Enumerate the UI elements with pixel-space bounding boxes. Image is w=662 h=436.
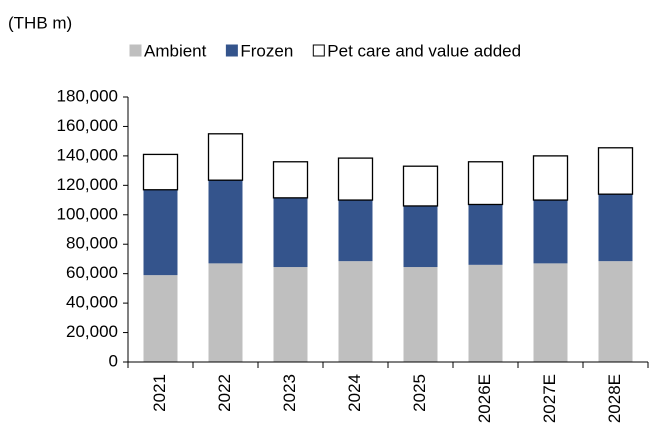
y-tick-label: 0	[109, 351, 118, 370]
x-tick-label: 2022	[215, 374, 234, 412]
bar-segment	[207, 133, 244, 181]
y-tick-label: 40,000	[66, 293, 118, 312]
bar-segment	[338, 200, 373, 262]
bar-segment	[273, 197, 308, 268]
x-tick-label: 2024	[345, 374, 364, 412]
y-tick-label: 120,000	[57, 175, 118, 194]
x-tick-label: 2027E	[540, 374, 559, 423]
bar-segment	[143, 189, 178, 276]
legend-label: Ambient	[144, 41, 207, 60]
y-tick-label: 180,000	[57, 86, 118, 105]
y-tick-label: 20,000	[66, 322, 118, 341]
bar-segment	[468, 204, 503, 265]
y-tick-label: 60,000	[66, 263, 118, 282]
x-tick-label: 2026E	[475, 374, 494, 423]
bar-segment	[533, 200, 568, 264]
bar-segment	[402, 165, 439, 207]
bar-segment	[468, 264, 503, 362]
bar-segment	[403, 205, 438, 268]
bar-segment	[142, 153, 179, 191]
y-tick-label: 160,000	[57, 116, 118, 135]
bar-segment	[598, 261, 633, 362]
bar-segment	[208, 263, 243, 362]
y-tick-label: 140,000	[57, 145, 118, 164]
bar-segment	[598, 194, 633, 262]
bar-segment	[533, 263, 568, 362]
bar-segment	[337, 157, 374, 201]
x-tick-label: 2023	[280, 374, 299, 412]
x-tick-label: 2025	[410, 374, 429, 412]
bar-segment	[272, 161, 309, 199]
unit-label: (THB m)	[8, 13, 72, 32]
y-tick-label: 80,000	[66, 234, 118, 253]
y-tick-label: 100,000	[57, 204, 118, 223]
bar-segment	[338, 261, 373, 362]
legend-label: Pet care and value added	[327, 41, 521, 60]
legend-swatch	[312, 44, 325, 57]
bar-segment	[403, 267, 438, 362]
bar-segment	[273, 267, 308, 362]
bar-segment	[143, 275, 178, 362]
x-tick-label: 2021	[150, 374, 169, 412]
bar-segment	[597, 147, 634, 195]
legend-swatch	[225, 44, 238, 57]
legend-label: Frozen	[240, 41, 293, 60]
x-tick-label: 2028E	[605, 374, 624, 423]
bar-segment	[208, 180, 243, 264]
bar-segment	[467, 161, 504, 206]
legend-swatch	[129, 44, 142, 57]
bar-segment	[532, 155, 569, 201]
